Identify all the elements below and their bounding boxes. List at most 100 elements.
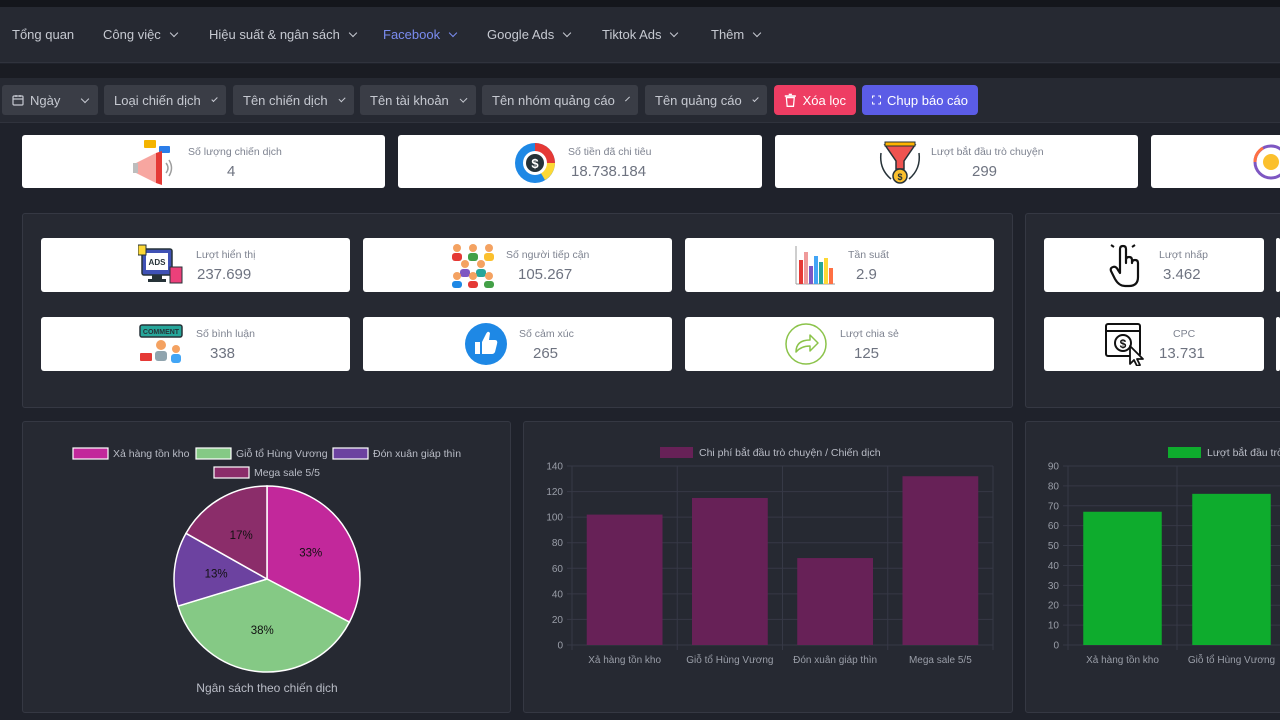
y-tick-label: 60 bbox=[1048, 521, 1060, 532]
chevron-down-icon bbox=[169, 28, 179, 38]
metric-card-impressions: ADS Lượt hiển thị 237.699 bbox=[41, 238, 350, 292]
metric-value: 105.267 bbox=[518, 266, 573, 283]
cost-per-conversation-bar-chart: Chi phí bắt đầu trò chuyện / Chiến dịch 0… bbox=[546, 446, 994, 666]
legend-label[interactable]: Xả hàng tồn kho bbox=[113, 448, 190, 460]
summary-card-campaign-count: Số lượng chiến dịch 4 bbox=[22, 135, 385, 188]
filter-label: Tên quảng cáo bbox=[655, 92, 742, 108]
chevron-down-icon bbox=[338, 94, 346, 103]
x-tick-label: Mega sale 5/5 bbox=[909, 655, 972, 666]
metric-value: 125 bbox=[854, 345, 880, 362]
pie-slice[interactable] bbox=[177, 578, 351, 673]
metric-value: 237.699 bbox=[197, 266, 252, 283]
pie-chart-title: Ngân sách theo chiến dịch bbox=[196, 681, 337, 695]
legend-swatch[interactable] bbox=[660, 447, 693, 458]
x-tick-label: Xả hàng tồn kho bbox=[1086, 654, 1159, 666]
pie-value-label: 38% bbox=[251, 625, 274, 637]
filter-label: Tên nhóm quảng cáo bbox=[492, 92, 615, 108]
legend-swatch[interactable] bbox=[332, 447, 369, 460]
nav-tiktok-ads[interactable]: Tiktok Ads bbox=[602, 27, 679, 42]
y-tick-label: 50 bbox=[1048, 541, 1060, 552]
legend-swatch[interactable] bbox=[213, 466, 250, 479]
y-tick-label: 80 bbox=[552, 538, 564, 549]
people-group-icon bbox=[452, 244, 494, 288]
nav-label: Facebook bbox=[383, 27, 441, 42]
cpc-cursor-icon: $ bbox=[1105, 323, 1144, 366]
filter-adset-name[interactable]: Tên nhóm quảng cáo bbox=[482, 85, 638, 115]
nav-tong-quan[interactable]: Tổng quan bbox=[12, 27, 74, 42]
bar[interactable] bbox=[797, 558, 874, 645]
legend-label[interactable]: Đón xuân giáp thìn bbox=[373, 448, 461, 460]
pie-slice[interactable] bbox=[266, 485, 361, 624]
metric-card-comments: COMMENT Số bình luận 338 bbox=[41, 317, 350, 371]
metric-label: Lượt nhấp bbox=[1159, 249, 1208, 261]
bar[interactable] bbox=[1083, 511, 1162, 645]
metric-card-reach: Số người tiếp cận 105.267 bbox=[363, 238, 672, 292]
y-tick-label: 70 bbox=[1048, 501, 1060, 512]
filter-campaign-type[interactable]: Loại chiến dịch bbox=[104, 85, 226, 115]
pie-slice[interactable] bbox=[173, 532, 269, 608]
summary-value: 4 bbox=[227, 163, 236, 180]
chevron-down-icon bbox=[459, 94, 468, 103]
y-tick-label: 100 bbox=[546, 513, 563, 524]
chevron-down-icon bbox=[752, 28, 762, 38]
metric-label: Lượt hiển thị bbox=[196, 249, 256, 261]
comment-icon: COMMENT bbox=[139, 324, 183, 363]
nav-facebook[interactable]: Facebook bbox=[383, 27, 458, 42]
svg-text:ADS: ADS bbox=[149, 258, 167, 267]
pie-value-label: 33% bbox=[299, 548, 322, 560]
nav-google-ads[interactable]: Google Ads bbox=[487, 27, 572, 42]
y-tick-label: 40 bbox=[552, 589, 564, 600]
metric-card-partial bbox=[1276, 238, 1280, 292]
legend-swatch[interactable] bbox=[1168, 447, 1201, 458]
x-tick-label: Giỗ tổ Hùng Vương bbox=[686, 653, 773, 666]
filter-label: Tên tài khoản bbox=[370, 92, 449, 108]
capture-report-button[interactable]: Chụp báo cáo bbox=[862, 85, 978, 115]
bar[interactable] bbox=[586, 514, 663, 645]
y-tick-label: 20 bbox=[1048, 601, 1060, 612]
metric-card-reactions: Số cảm xúc 265 bbox=[363, 317, 672, 371]
filter-date[interactable]: Ngày bbox=[2, 85, 98, 115]
clear-filter-button[interactable]: Xóa lọc bbox=[774, 85, 856, 115]
filter-ad-name[interactable]: Tên quảng cáo bbox=[645, 85, 767, 115]
calendar-icon bbox=[12, 95, 24, 106]
legend-swatch[interactable] bbox=[195, 447, 232, 460]
cost-bar-chart-panel: Chi phí bắt đầu trò chuyện / Chiến dịch 0… bbox=[523, 421, 1013, 713]
pie-value-label: 13% bbox=[205, 568, 228, 580]
nav-hieu-suat[interactable]: Hiệu suất & ngân sách bbox=[209, 27, 358, 42]
legend-label[interactable]: Mega sale 5/5 bbox=[254, 467, 320, 479]
trash-icon bbox=[784, 93, 796, 107]
chevron-down-icon bbox=[348, 28, 358, 38]
filter-bar: Ngày Loại chiến dịch Tên chiến dịch Tên … bbox=[0, 78, 1280, 123]
y-tick-label: 80 bbox=[1048, 481, 1060, 492]
ads-monitor-icon: ADS bbox=[138, 244, 183, 284]
chevron-down-icon bbox=[624, 95, 630, 102]
nav-label: Google Ads bbox=[487, 27, 555, 42]
y-tick-label: 60 bbox=[552, 564, 564, 575]
bar[interactable] bbox=[1192, 493, 1271, 645]
money-pie-icon: $ bbox=[515, 143, 555, 183]
legend-label[interactable]: Giỗ tổ Hùng Vương bbox=[236, 447, 328, 460]
summary-label: Số lượng chiến dịch bbox=[188, 146, 282, 158]
chevron-down-icon bbox=[752, 95, 759, 102]
click-hand-icon bbox=[1109, 244, 1140, 288]
metric-value: 3.462 bbox=[1163, 266, 1201, 283]
nav-them[interactable]: Thêm bbox=[711, 27, 762, 42]
metric-card-clicks: Lượt nhấp 3.462 bbox=[1044, 238, 1264, 292]
bar[interactable] bbox=[902, 476, 979, 645]
filter-account-name[interactable]: Tên tài khoản bbox=[360, 85, 476, 115]
chevron-down-icon bbox=[562, 28, 572, 38]
legend-swatch[interactable] bbox=[72, 447, 109, 460]
chevron-down-icon bbox=[448, 28, 458, 38]
filter-label: Loại chiến dịch bbox=[114, 92, 201, 108]
legend-label[interactable]: Lượt bắt đầu trò chuyện bbox=[1207, 446, 1280, 459]
nav-cong-viec[interactable]: Công việc bbox=[103, 27, 179, 42]
pie-slice[interactable] bbox=[184, 485, 268, 581]
filter-label: Ngày bbox=[30, 92, 61, 108]
filter-campaign-name[interactable]: Tên chiến dịch bbox=[233, 85, 354, 115]
bar[interactable] bbox=[691, 497, 768, 645]
metric-label: Lượt chia sẻ bbox=[840, 328, 899, 340]
main-nav: Tổng quan Công việc Hiệu suất & ngân sác… bbox=[0, 7, 1280, 63]
legend-label[interactable]: Chi phí bắt đầu trò chuyện / Chiến dịch bbox=[699, 446, 881, 459]
metric-value: 13.731 bbox=[1159, 345, 1205, 362]
y-tick-label: 140 bbox=[546, 462, 563, 473]
